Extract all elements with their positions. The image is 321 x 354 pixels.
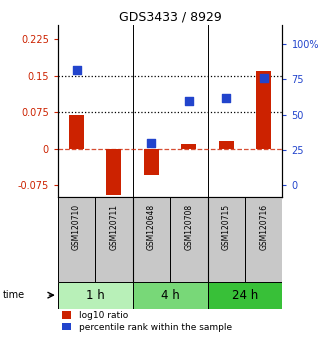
Bar [256, 71, 271, 149]
Text: GSM120710: GSM120710 [72, 204, 81, 250]
Title: GDS3433 / 8929: GDS3433 / 8929 [119, 11, 221, 24]
Point [74, 67, 79, 73]
Bar [144, 149, 159, 176]
Text: 4 h: 4 h [161, 289, 179, 302]
Bar [95, 198, 133, 282]
Text: GSM120648: GSM120648 [147, 204, 156, 250]
Text: GSM120711: GSM120711 [109, 204, 118, 250]
Bar [58, 198, 95, 282]
Bar [208, 198, 245, 282]
Bar [181, 144, 196, 149]
Bar [107, 149, 121, 195]
Point [186, 98, 191, 103]
Text: GSM120708: GSM120708 [184, 204, 193, 250]
Point [149, 140, 154, 145]
Bar [133, 282, 208, 309]
Text: time: time [3, 290, 25, 300]
Text: GSM120716: GSM120716 [259, 204, 268, 250]
Bar [170, 198, 208, 282]
Bar [58, 282, 133, 309]
Text: GSM120715: GSM120715 [222, 204, 231, 250]
Bar [69, 115, 84, 149]
Text: 24 h: 24 h [232, 289, 258, 302]
Bar [133, 198, 170, 282]
Bar [208, 282, 282, 309]
Point [224, 95, 229, 101]
Bar [219, 142, 234, 149]
Text: 1 h: 1 h [86, 289, 105, 302]
Point [261, 75, 266, 81]
Legend: log10 ratio, percentile rank within the sample: log10 ratio, percentile rank within the … [62, 311, 232, 332]
Bar [245, 198, 282, 282]
